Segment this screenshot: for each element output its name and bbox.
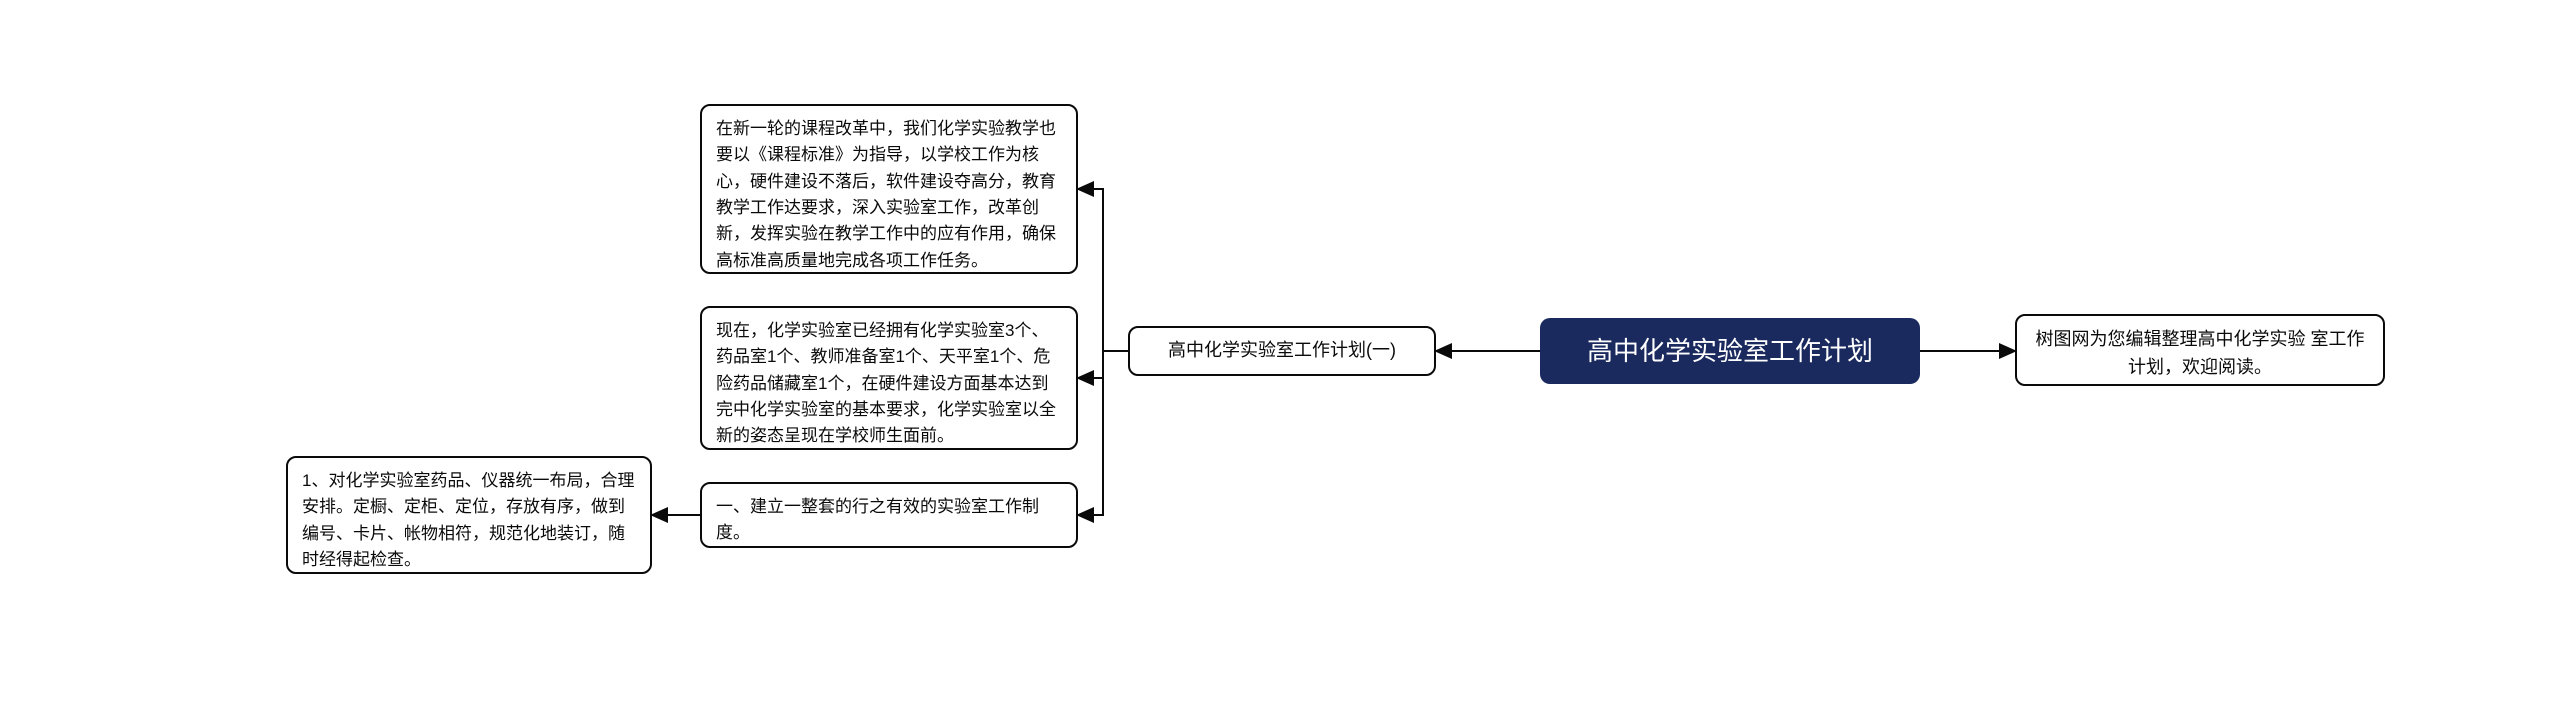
intro-node[interactable]: 树图网为您编辑整理高中化学实验 室工作计划，欢迎阅读。 [2015, 314, 2385, 386]
paragraph-2-node[interactable]: 现在，化学实验室已经拥有化学实验室3个、药品室1个、教师准备室1个、天平室1个、… [700, 306, 1078, 450]
root-text: 高中化学实验室工作计划 [1587, 331, 1873, 371]
paragraph-3-text: 一、建立一整套的行之有效的实验室工作制度。 [716, 497, 1039, 542]
paragraph-3-sub-text: 1、对化学实验室药品、仪器统一布局，合理安排。定橱、定柜、定位，存放有序，做到编… [302, 471, 634, 569]
paragraph-1-node[interactable]: 在新一轮的课程改革中，我们化学实验教学也要以《课程标准》为指导，以学校工作为核心… [700, 104, 1078, 274]
paragraph-3-sub-node[interactable]: 1、对化学实验室药品、仪器统一布局，合理安排。定橱、定柜、定位，存放有序，做到编… [286, 456, 652, 574]
connector [1078, 351, 1128, 378]
intro-text: 树图网为您编辑整理高中化学实验 室工作计划，欢迎阅读。 [2036, 329, 2365, 377]
connector [1078, 189, 1128, 351]
plan-text: 高中化学实验室工作计划(一) [1168, 337, 1396, 365]
paragraph-1-text: 在新一轮的课程改革中，我们化学实验教学也要以《课程标准》为指导，以学校工作为核心… [716, 119, 1056, 270]
connector [1078, 351, 1128, 515]
plan-node[interactable]: 高中化学实验室工作计划(一) [1128, 326, 1436, 376]
paragraph-3-node[interactable]: 一、建立一整套的行之有效的实验室工作制度。 [700, 482, 1078, 548]
paragraph-2-text: 现在，化学实验室已经拥有化学实验室3个、药品室1个、教师准备室1个、天平室1个、… [716, 321, 1056, 445]
root-node[interactable]: 高中化学实验室工作计划 [1540, 318, 1920, 384]
